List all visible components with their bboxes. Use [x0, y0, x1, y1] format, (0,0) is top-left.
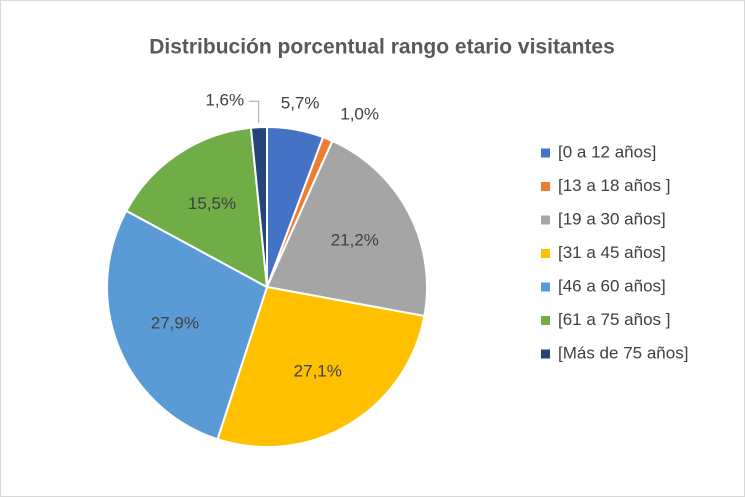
legend-label: [19 a 30 años] — [558, 209, 666, 228]
data-label: 21,2% — [331, 230, 379, 249]
pie-slice — [216, 285, 426, 448]
legend-swatch — [541, 249, 550, 258]
legend-label: [13 a 18 años ] — [558, 176, 670, 195]
legend-label: [0 a 12 años] — [558, 142, 656, 161]
pie-slice — [265, 139, 428, 318]
data-label: 15,5% — [188, 194, 236, 213]
pie-slice — [124, 126, 269, 289]
legend-label: [31 a 45 años] — [558, 243, 666, 262]
data-label: 5,7% — [281, 93, 320, 112]
legend-swatch — [541, 349, 550, 359]
pie-slice — [106, 209, 269, 441]
pie-slice — [249, 125, 268, 288]
chart-title: Distribución porcentual rango etario vis… — [149, 36, 615, 59]
legend-swatch — [541, 182, 550, 191]
data-label: 1,0% — [340, 104, 379, 123]
legend-swatch — [541, 282, 550, 292]
legend-label: [46 a 60 años] — [558, 276, 666, 295]
leader-line — [248, 100, 260, 124]
data-label: 27,1% — [294, 362, 342, 381]
legend-swatch — [541, 316, 550, 325]
data-label: 1,6% — [205, 91, 244, 110]
legend-swatch — [541, 215, 550, 225]
data-label: 27,9% — [151, 313, 199, 332]
legend-label: [61 a 75 años ] — [558, 310, 670, 329]
legend-swatch — [541, 148, 550, 158]
legend-label: [Más de 75 años] — [558, 343, 688, 362]
